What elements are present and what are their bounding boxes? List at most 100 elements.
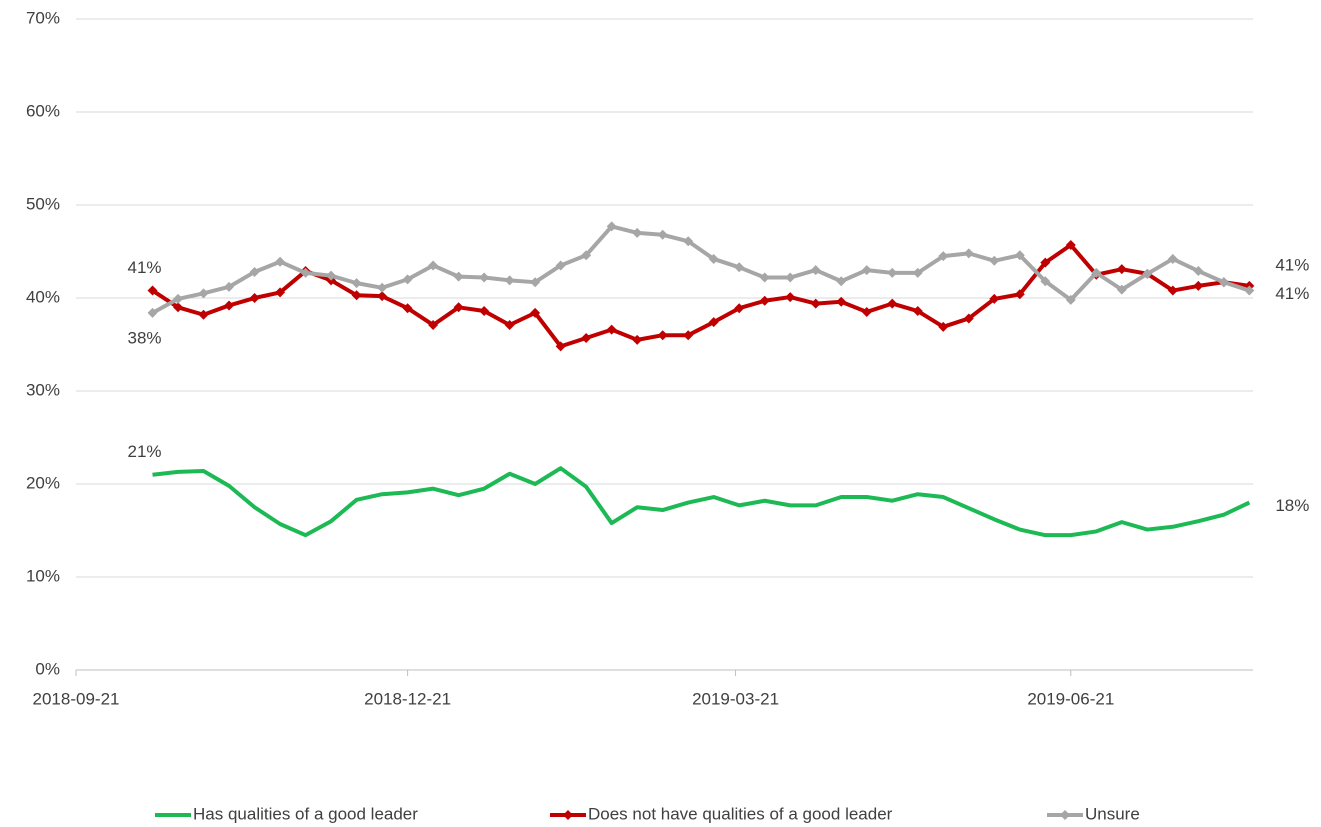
legend-label: Unsure xyxy=(1085,804,1140,823)
legend-marker xyxy=(563,810,573,820)
point-marker xyxy=(912,306,923,317)
point-marker xyxy=(1142,268,1153,279)
data-label: 21% xyxy=(128,442,162,461)
point-marker xyxy=(810,298,821,309)
point-marker xyxy=(1014,289,1025,300)
point-marker xyxy=(224,281,235,292)
point-marker xyxy=(1040,276,1051,287)
series-line xyxy=(151,242,1250,349)
point-marker xyxy=(198,309,209,320)
point-marker xyxy=(351,290,362,301)
point-marker xyxy=(963,313,974,324)
point-marker xyxy=(249,266,260,277)
y-tick-label: 30% xyxy=(26,380,60,399)
point-marker xyxy=(173,302,184,313)
point-marker xyxy=(1244,285,1255,296)
point-marker xyxy=(479,272,490,283)
data-label: 41% xyxy=(1275,255,1309,274)
data-label: 18% xyxy=(1275,496,1309,515)
point-marker xyxy=(428,260,439,271)
point-marker xyxy=(810,265,821,276)
point-marker xyxy=(734,262,745,273)
point-marker xyxy=(836,276,847,287)
data-label: 38% xyxy=(128,328,162,347)
x-tick-label: 2018-09-21 xyxy=(33,689,120,708)
y-tick-label: 50% xyxy=(26,194,60,213)
point-marker xyxy=(377,291,388,302)
point-marker xyxy=(275,287,286,298)
point-marker xyxy=(275,256,286,267)
point-marker xyxy=(555,341,566,352)
point-marker xyxy=(555,260,566,271)
point-marker xyxy=(1218,277,1229,288)
point-marker xyxy=(606,324,617,335)
point-marker xyxy=(504,275,515,286)
point-marker xyxy=(734,303,745,314)
point-marker xyxy=(759,295,770,306)
point-marker xyxy=(224,300,235,311)
point-marker xyxy=(530,307,541,318)
point-marker xyxy=(1065,294,1076,305)
point-marker xyxy=(504,319,515,330)
point-marker xyxy=(861,265,872,276)
point-marker xyxy=(326,270,337,281)
point-marker xyxy=(581,250,592,261)
point-marker xyxy=(1167,285,1178,296)
point-marker xyxy=(683,330,694,341)
point-marker xyxy=(938,321,949,332)
point-marker xyxy=(1193,266,1204,277)
point-marker xyxy=(147,285,158,296)
point-marker xyxy=(453,302,464,313)
point-marker xyxy=(657,330,668,341)
point-marker xyxy=(912,267,923,278)
point-marker xyxy=(887,267,898,278)
x-tick-label: 2019-06-21 xyxy=(1027,689,1114,708)
point-marker xyxy=(147,307,158,318)
point-marker xyxy=(836,296,847,307)
point-marker xyxy=(785,292,796,303)
point-marker xyxy=(1167,253,1178,264)
y-tick-label: 40% xyxy=(26,287,60,306)
point-marker xyxy=(708,317,719,328)
point-marker xyxy=(1116,264,1127,275)
point-marker xyxy=(1040,257,1051,268)
point-marker xyxy=(861,306,872,317)
point-marker xyxy=(479,306,490,317)
point-marker xyxy=(606,221,617,232)
series-line xyxy=(152,466,1251,538)
point-marker xyxy=(249,293,260,303)
point-marker xyxy=(963,248,974,259)
point-marker xyxy=(632,227,643,238)
point-marker xyxy=(428,319,439,330)
point-marker xyxy=(1014,250,1025,261)
point-marker xyxy=(530,277,541,288)
point-marker xyxy=(581,332,592,343)
point-marker xyxy=(989,293,1000,304)
point-marker xyxy=(1116,284,1127,295)
legend-label: Does not have qualities of a good leader xyxy=(588,804,893,823)
legend-label: Has qualities of a good leader xyxy=(193,804,418,823)
point-marker xyxy=(683,236,694,247)
point-marker xyxy=(887,298,898,309)
point-marker xyxy=(1091,267,1102,278)
point-marker xyxy=(402,303,413,314)
point-marker xyxy=(708,253,719,264)
point-marker xyxy=(657,229,668,240)
series-line xyxy=(151,224,1250,315)
point-marker xyxy=(989,255,1000,266)
point-marker xyxy=(938,251,949,262)
point-marker xyxy=(402,274,413,285)
x-tick-label: 2019-03-21 xyxy=(692,689,779,708)
y-tick-label: 60% xyxy=(26,101,60,120)
point-marker xyxy=(198,288,209,299)
point-marker xyxy=(785,272,796,283)
point-marker xyxy=(377,282,388,293)
point-marker xyxy=(1065,239,1076,250)
x-tick-label: 2018-12-21 xyxy=(364,689,451,708)
data-label: 41% xyxy=(1275,284,1309,303)
point-marker xyxy=(173,293,184,304)
y-tick-label: 20% xyxy=(26,473,60,492)
point-marker xyxy=(453,271,464,282)
y-tick-label: 10% xyxy=(26,566,60,585)
